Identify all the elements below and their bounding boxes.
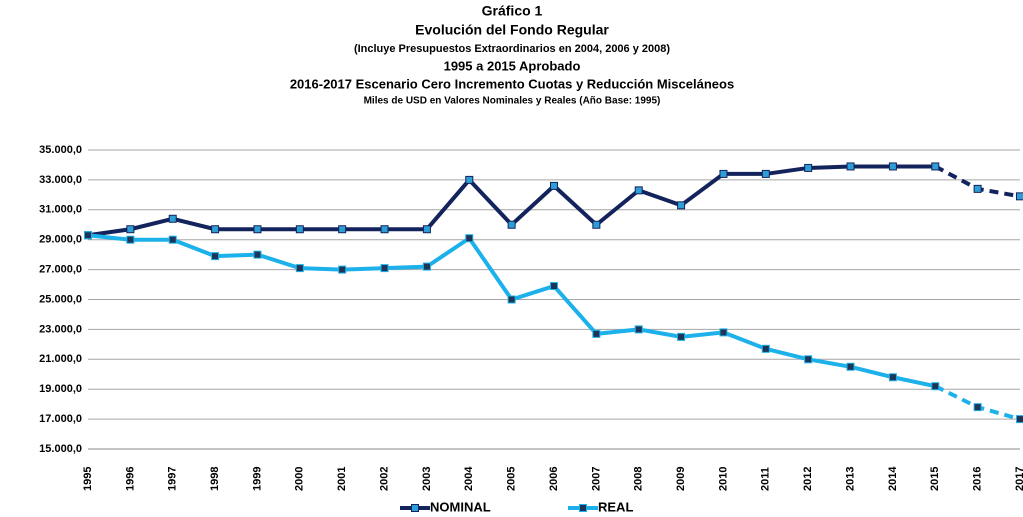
y-tick-label: 15.000,0 [39,443,82,455]
x-tick-label: 2014 [887,466,899,491]
marker [719,169,728,178]
legend-marker [411,504,419,512]
x-tick-label: 2013 [844,467,856,491]
x-tick-label: 2005 [506,467,518,491]
marker [592,220,601,229]
x-tick-label: 2004 [463,466,475,491]
marker [592,329,601,338]
marker [295,225,304,234]
chart-subtitle: Evolución del Fondo Regular [415,22,609,38]
marker [973,184,982,193]
chart-title: Gráfico 1 [482,3,543,19]
marker [550,181,558,190]
marker [422,225,431,234]
x-tick-label: 2001 [336,467,348,491]
y-tick-label: 29.000,0 [39,234,82,246]
marker [338,265,347,274]
marker [126,225,135,234]
x-tick-label: 1998 [209,467,221,491]
marker [719,328,728,337]
marker [846,162,855,171]
x-tick-label: 2003 [421,467,433,491]
legend-marker [579,504,587,512]
marker [761,344,770,353]
y-tick-label: 19.000,0 [39,383,82,395]
marker [168,214,177,223]
x-tick-label: 2000 [294,467,306,491]
x-tick-label: 2002 [378,467,390,491]
marker [931,382,940,391]
x-tick-label: 2010 [717,467,729,491]
marker [422,262,431,271]
marker [550,282,558,291]
marker [295,264,304,273]
marker [507,220,516,229]
chart-subtitle: 1995 a 2015 Aprobado [444,58,581,73]
chart-subtitle: (Incluye Presupuestos Extraordinarios en… [354,43,670,55]
x-tick-label: 1996 [124,467,136,491]
series-line [934,384,1021,422]
y-tick-label: 33.000,0 [39,174,82,186]
marker [973,403,982,412]
marker [211,225,220,234]
marker [1016,192,1023,201]
marker [126,235,135,244]
x-tick-label: 2015 [929,467,941,491]
marker [465,175,474,184]
y-tick-label: 21.000,0 [39,353,82,365]
x-tick-label: 1997 [167,467,179,491]
y-tick-label: 31.000,0 [39,204,82,216]
marker [168,235,177,244]
marker [465,234,474,243]
x-tick-label: 2009 [675,467,687,491]
x-tick-label: 2011 [760,467,772,491]
marker [380,225,389,234]
y-tick-label: 23.000,0 [39,323,82,335]
x-tick-label: 1999 [251,467,263,491]
marker [380,264,389,273]
marker [634,186,643,195]
marker [888,162,897,171]
x-tick-label: 2007 [590,467,602,491]
marker [761,169,770,178]
marker [804,355,813,364]
marker [931,162,940,171]
chart-subtitle: Miles de USD en Valores Nominales y Real… [364,96,661,107]
y-tick-label: 35.000,0 [39,144,82,156]
x-tick-label: 2008 [633,467,645,491]
chart-subtitle: 2016-2017 Escenario Cero Incremento Cuot… [290,76,734,91]
x-tick-label: 1995 [82,467,94,491]
marker [804,163,813,172]
marker [338,225,347,234]
x-tick-label: 2017 [1014,467,1023,491]
x-tick-label: 2012 [802,467,814,491]
y-tick-label: 27.000,0 [39,264,82,276]
legend-label: NOMINAL [430,499,491,514]
marker [507,295,516,304]
marker [888,373,897,382]
marker [634,325,643,334]
marker [846,362,855,371]
marker [253,225,262,234]
marker [1016,415,1023,424]
y-tick-label: 25.000,0 [39,293,82,305]
marker [211,252,220,261]
x-tick-label: 2006 [548,467,560,491]
marker [253,250,262,259]
x-tick-label: 2016 [972,467,984,491]
marker [677,332,686,341]
y-tick-label: 17.000,0 [39,413,82,425]
marker [677,201,686,210]
marker [84,231,92,240]
legend-label: REAL [598,499,633,514]
